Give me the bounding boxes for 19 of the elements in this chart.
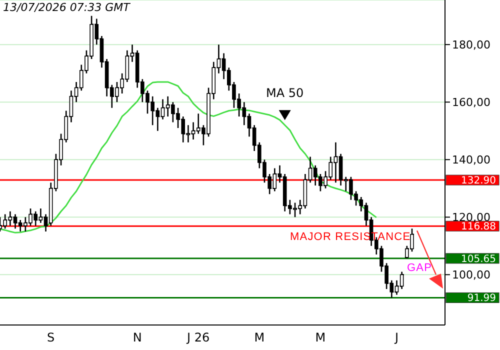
ref-line-label: 116.88 <box>461 222 496 233</box>
series-label: MA 50 <box>266 86 304 100</box>
y-tick-label: 100,00 <box>452 268 490 282</box>
x-tick-label: J <box>394 330 399 345</box>
y-tick-label: 140,00 <box>452 154 490 167</box>
candlestick <box>292 202 298 218</box>
ref-line-label: 105.65 <box>461 254 496 265</box>
x-tick-label: J 26 <box>186 330 210 345</box>
annotation: GAP <box>407 262 432 274</box>
x-tick-label: N <box>132 330 142 345</box>
x-tick-label: M <box>254 330 265 345</box>
line-series <box>0 81 378 234</box>
y-tick-label: 160,00 <box>452 96 490 110</box>
x-tick-label: S <box>47 330 55 345</box>
ref-line-label: 132.90 <box>461 176 496 187</box>
x-tick-label: M <box>315 330 326 345</box>
ref-line-label: 91.99 <box>467 293 496 304</box>
y-tick-label: 180,00 <box>452 38 490 52</box>
chart-title: 13/07/2026 07:33 GMT <box>3 1 130 14</box>
